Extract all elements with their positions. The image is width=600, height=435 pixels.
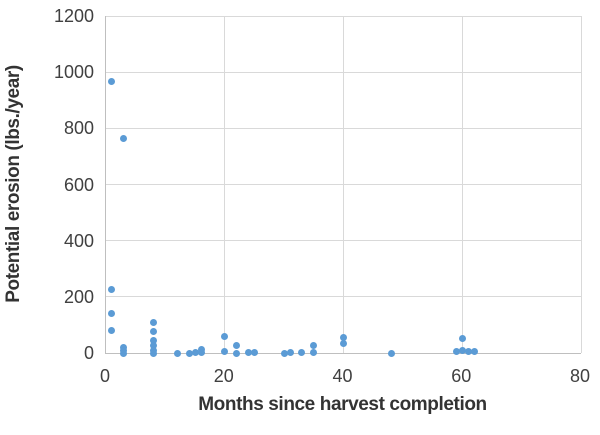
data-point	[340, 339, 347, 347]
x-tick-label: 20	[213, 366, 234, 386]
vertical-gridline	[343, 16, 344, 353]
data-point	[464, 348, 472, 356]
data-point	[458, 347, 466, 355]
data-point	[310, 348, 318, 356]
data-point	[150, 318, 157, 326]
x-tick-label: 80	[569, 366, 591, 386]
data-point	[108, 286, 116, 294]
y-tick-label: 400	[63, 230, 94, 251]
data-point	[150, 342, 157, 350]
data-point	[185, 349, 193, 357]
data-point	[173, 349, 181, 357]
data-point	[108, 310, 116, 318]
data-point	[310, 342, 318, 350]
plot-area	[105, 15, 582, 357]
vertical-gridline	[224, 16, 226, 353]
data-point	[233, 349, 241, 357]
data-point	[245, 348, 252, 356]
x-axis-title: Months since harvest completion	[198, 394, 487, 415]
data-point	[150, 336, 157, 344]
data-point	[197, 348, 205, 356]
vertical-gridline	[580, 16, 582, 353]
x-tick-label: 60	[451, 366, 472, 386]
data-point	[150, 328, 157, 336]
data-point	[298, 348, 306, 356]
y-tick-label: 0	[83, 343, 94, 363]
y-tick-label: 1200	[53, 6, 94, 26]
data-point	[458, 335, 466, 343]
y-tick-label: 200	[63, 286, 94, 307]
vertical-gridline	[461, 16, 463, 353]
data-point	[108, 78, 116, 86]
data-point	[120, 134, 128, 142]
data-point	[221, 332, 229, 340]
y-tick-label: 1000	[53, 62, 94, 83]
y-tick-label: 600	[63, 174, 94, 195]
x-tick-label: 40	[332, 366, 353, 386]
data-point	[120, 349, 128, 357]
data-point	[191, 348, 199, 356]
data-point	[150, 349, 157, 357]
data-point	[280, 349, 288, 357]
data-point	[233, 341, 241, 349]
data-point	[470, 348, 478, 356]
y-tick-label: 800	[63, 118, 94, 139]
data-point	[250, 348, 258, 356]
x-tick-label: 0	[99, 366, 110, 386]
data-point	[221, 348, 229, 356]
data-point	[108, 327, 116, 335]
data-point	[286, 348, 294, 356]
data-point	[340, 334, 347, 342]
data-point	[387, 349, 395, 357]
data-point	[452, 348, 460, 356]
